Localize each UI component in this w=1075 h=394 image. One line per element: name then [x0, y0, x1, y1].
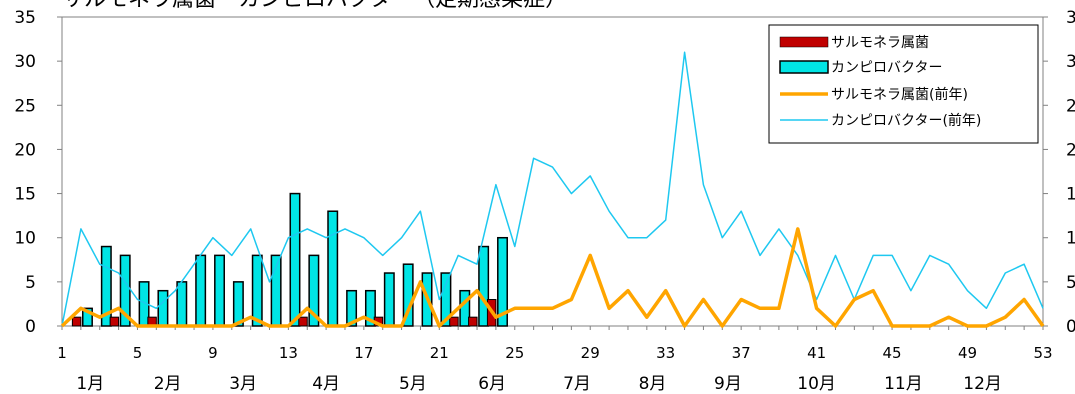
x-tick-label: 29 — [581, 344, 600, 362]
right-axis-label: 2 — [1066, 140, 1075, 160]
month-label: 4月 — [312, 374, 340, 394]
month-label: 10月 — [797, 374, 836, 394]
right-axis-label: 1 — [1066, 229, 1075, 249]
line-campylobacter-prev-year — [61, 51, 1044, 327]
bar-campylobacter — [308, 254, 320, 327]
bar-salmonella — [109, 316, 120, 327]
x-tick-label: 25 — [505, 344, 524, 362]
right-axis-label: 0 — [1066, 317, 1075, 337]
month-label: 3月 — [229, 374, 257, 394]
x-tick-label: 13 — [279, 344, 298, 362]
month-label: 9月 — [714, 374, 742, 394]
bar-campylobacter — [82, 307, 93, 327]
x-tick-label: 33 — [656, 344, 675, 362]
right-axis-label: 5 — [1066, 273, 1075, 293]
x-tick-label: 37 — [732, 344, 751, 362]
bar-salmonella — [449, 316, 459, 327]
y-tick-label: 20 — [14, 140, 36, 160]
x-tick-label: 53 — [1033, 344, 1052, 362]
x-tick-label: 5 — [133, 344, 143, 362]
x-tick-label: 49 — [958, 344, 977, 362]
month-label: 7月 — [563, 374, 591, 394]
bar-campylobacter — [497, 236, 508, 327]
legend-label: サルモネラ属菌 — [831, 35, 929, 51]
bar-campylobacter — [214, 254, 225, 327]
bar-campylobacter — [251, 254, 263, 327]
legend-label: カンピロバクター(前年) — [831, 112, 981, 129]
month-label: 12月 — [963, 374, 1002, 394]
y-tick-label: 35 — [14, 8, 36, 28]
bar-campylobacter — [157, 289, 169, 327]
bar-campylobacter — [176, 281, 188, 327]
month-label: 2月 — [154, 374, 182, 394]
legend-label: カンピロバクター — [831, 60, 942, 76]
bar-campylobacter — [195, 254, 207, 327]
legend-label: サルモネラ属菌(前年) — [831, 86, 968, 103]
bar-campylobacter — [232, 281, 244, 327]
month-label: 1月 — [76, 374, 104, 394]
y-tick-label: 10 — [14, 229, 36, 249]
bar-campylobacter — [346, 289, 358, 327]
x-tick-label: 9 — [208, 344, 218, 362]
right-axis-label: 3 — [1066, 52, 1075, 72]
bar-campylobacter — [364, 289, 376, 327]
bar-salmonella — [468, 316, 478, 327]
x-tick-label: 41 — [807, 344, 826, 362]
bar-campylobacter — [119, 254, 131, 327]
bar-salmonella — [298, 316, 308, 327]
bar-campylobacter — [383, 272, 395, 327]
x-tick-label: 17 — [354, 344, 373, 362]
x-tick-label: 1 — [57, 344, 67, 362]
y-tick-label: 15 — [14, 185, 36, 205]
right-axis-label: 1 — [1066, 185, 1075, 205]
y-tick-label: 30 — [14, 52, 36, 72]
chart-title: サルモネラ属菌・カンピロバクター（定期感染症） — [62, 0, 567, 12]
y-tick-label: 0 — [25, 317, 36, 337]
legend-swatch — [779, 60, 829, 74]
line-salmonella-prev-year — [60, 227, 1045, 328]
bar-salmonella — [71, 316, 82, 327]
y-tick-label: 5 — [25, 273, 36, 293]
bar-campylobacter — [100, 245, 112, 327]
month-label: 5月 — [399, 374, 427, 394]
bar-campylobacter — [289, 192, 301, 327]
right-axis-label: 3 — [1066, 8, 1075, 28]
bar-campylobacter — [440, 272, 452, 327]
month-label: 8月 — [639, 374, 667, 394]
bar-campylobacter — [327, 210, 339, 327]
bar-campylobacter — [478, 245, 490, 327]
month-label: 11月 — [884, 374, 923, 394]
legend-swatch — [779, 36, 829, 48]
month-label: 6月 — [478, 374, 506, 394]
y-tick-label: 25 — [14, 96, 36, 116]
right-axis-label: 2 — [1066, 96, 1075, 116]
x-tick-label: 45 — [883, 344, 902, 362]
x-tick-label: 21 — [430, 344, 449, 362]
